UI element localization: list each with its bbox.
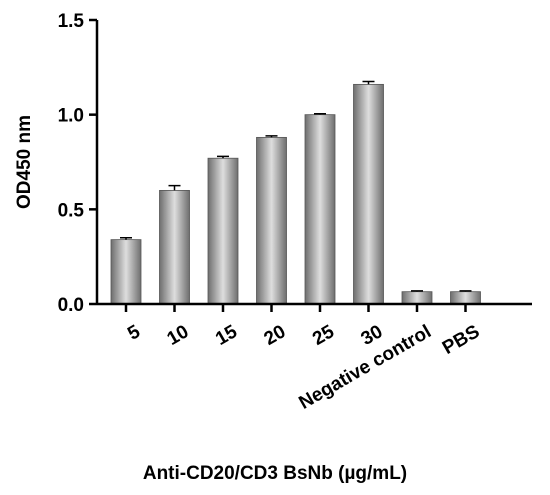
bar bbox=[207, 157, 239, 305]
y-tick-label: 1.0 bbox=[58, 106, 84, 127]
error-bar bbox=[265, 135, 278, 138]
x-tick-label: 20 bbox=[261, 321, 290, 350]
error-bar bbox=[168, 184, 181, 191]
x-axis-title: Anti-CD20/CD3 BsNb (µg/mL) bbox=[143, 463, 407, 484]
y-tick-label: 1.5 bbox=[58, 11, 85, 32]
error-bar bbox=[411, 290, 423, 292]
x-tick-label: 15 bbox=[212, 321, 241, 350]
bar bbox=[401, 291, 433, 305]
bar bbox=[353, 83, 384, 305]
x-tick-label: 25 bbox=[309, 321, 338, 350]
error-bar bbox=[459, 290, 472, 292]
y-tick-label: 0.5 bbox=[58, 200, 85, 221]
y-axis-title: OD450 nm bbox=[14, 115, 35, 209]
bar bbox=[450, 291, 481, 305]
error-bars-layer bbox=[120, 80, 472, 292]
x-tick-label: 10 bbox=[164, 321, 193, 350]
error-bar bbox=[362, 80, 375, 85]
x-tick-label: 5 bbox=[124, 321, 144, 345]
bar bbox=[110, 239, 142, 305]
error-bar bbox=[217, 155, 229, 159]
bar bbox=[304, 114, 336, 305]
bars-layer bbox=[110, 83, 481, 305]
error-bar bbox=[120, 236, 132, 240]
error-bar bbox=[314, 112, 326, 115]
x-tick-label: PBS bbox=[439, 321, 483, 359]
y-tick-label: 0.0 bbox=[58, 295, 84, 316]
bar bbox=[256, 136, 287, 305]
y-ticks-layer: 0.0 0.5 1.0 1.5 bbox=[58, 11, 97, 316]
bar bbox=[159, 189, 190, 305]
